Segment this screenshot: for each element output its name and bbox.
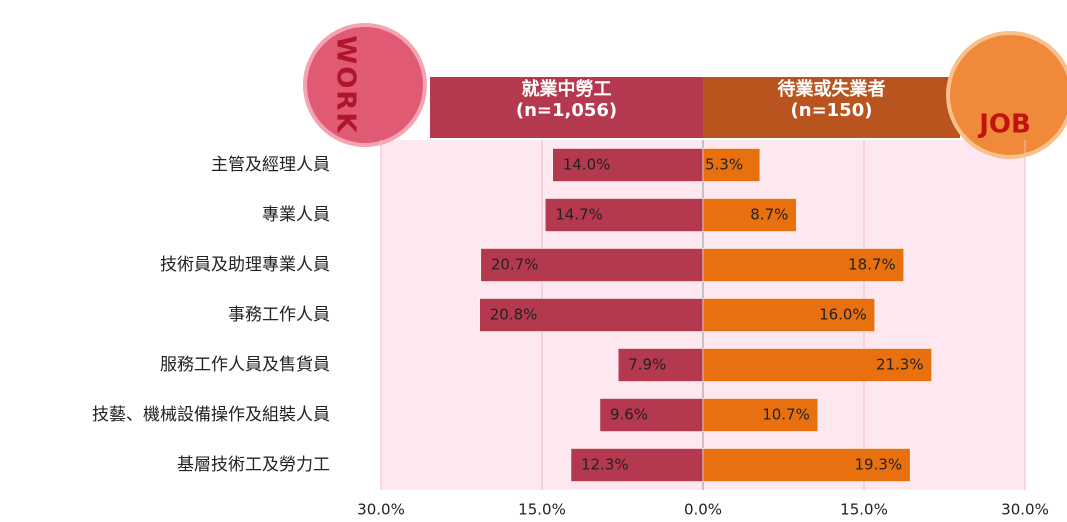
bar (702, 248, 904, 282)
header-right (703, 77, 960, 138)
header-left (430, 77, 703, 138)
x-tick-label: 30.0% (357, 501, 405, 519)
bar (702, 148, 761, 182)
value-label: 12.3% (581, 456, 629, 474)
x-tick-label: 30.0% (1001, 501, 1049, 519)
bar (552, 148, 704, 182)
value-label: 5.3% (705, 156, 743, 174)
category-label: 服務工作人員及售貨員 (160, 355, 330, 375)
value-label: 8.7% (750, 206, 788, 224)
value-label: 7.9% (628, 356, 666, 374)
work-icon-text: WORK (331, 36, 361, 135)
legend-right: 待業或失業者 (n=150) (777, 79, 886, 121)
bar (480, 248, 704, 282)
legend-left: 就業中勞工 (n=1,056) (515, 79, 618, 121)
category-label: 技藝、機械設備操作及組裝人員 (92, 405, 330, 425)
category-label: 事務工作人員 (228, 305, 330, 325)
bar (702, 398, 819, 432)
x-tick-label: 15.0% (840, 501, 888, 519)
x-tick-label: 15.0% (518, 501, 566, 519)
value-label: 16.0% (819, 306, 867, 324)
category-label: 技術員及助理專業人員 (160, 255, 330, 275)
category-label: 基層技術工及勞力工 (177, 455, 330, 475)
bar (570, 448, 704, 482)
category-label: 主管及經理人員 (211, 155, 330, 175)
bar (599, 398, 704, 432)
bar (702, 348, 932, 382)
value-label: 10.7% (762, 406, 810, 424)
bar (702, 448, 911, 482)
work-icon (303, 23, 427, 147)
value-label: 20.7% (491, 256, 539, 274)
value-label: 19.3% (854, 456, 902, 474)
value-label: 21.3% (876, 356, 924, 374)
value-label: 9.6% (610, 406, 648, 424)
job-icon (946, 31, 1067, 159)
value-label: 14.7% (555, 206, 603, 224)
bar (702, 198, 797, 232)
bar (617, 348, 704, 382)
value-label: 18.7% (848, 256, 896, 274)
x-tick-label: 0.0% (684, 501, 722, 519)
value-label: 14.0% (563, 156, 611, 174)
category-label: 專業人員 (262, 205, 330, 225)
job-icon-text: JOB (977, 110, 1031, 140)
value-label: 20.8% (490, 306, 538, 324)
bar (702, 298, 875, 332)
